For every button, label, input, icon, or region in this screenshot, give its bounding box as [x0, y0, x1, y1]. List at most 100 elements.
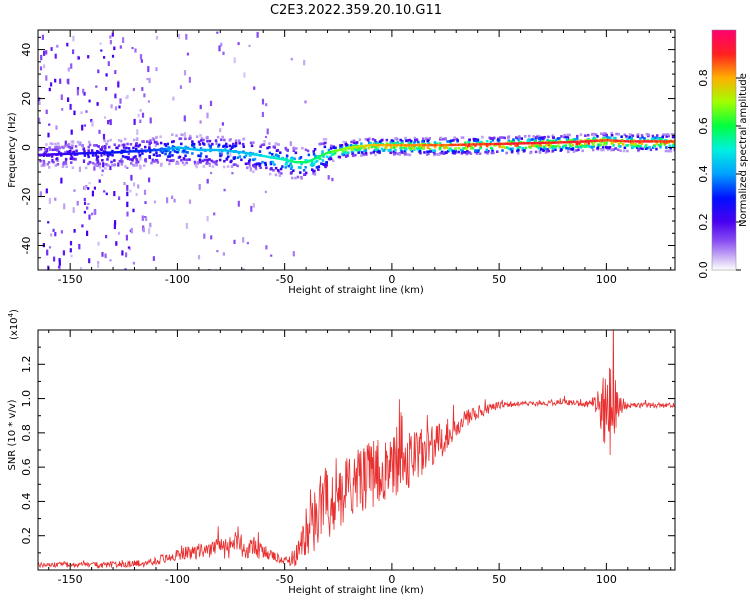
- spectrogram-cell: [279, 157, 282, 161]
- spectrogram-cell: [354, 143, 358, 146]
- spectrogram-cell: [248, 153, 252, 157]
- spectrogram-cell: [53, 256, 56, 262]
- spectrogram-cell: [106, 155, 110, 158]
- spectrogram-cell: [212, 160, 215, 164]
- spectrogram-cell: [355, 141, 359, 144]
- x-tick-label: -150: [58, 273, 83, 286]
- spectrogram-cell: [602, 137, 606, 141]
- spectrogram-cell: [100, 49, 103, 52]
- spectrogram-cell: [47, 161, 51, 164]
- spectrogram-cell: [43, 64, 46, 69]
- spectrogram-cell: [446, 140, 449, 143]
- spectrogram-cell: [183, 163, 186, 167]
- spectrogram-cell: [203, 158, 207, 162]
- spectrogram-cell: [286, 159, 288, 162]
- spectrogram-cell: [290, 165, 293, 169]
- spectrogram-cell: [373, 143, 376, 147]
- spectrogram-cell: [561, 141, 564, 144]
- spectrogram-cell: [111, 154, 114, 157]
- spectrogram-cell: [486, 151, 489, 154]
- spectrogram-cell: [199, 104, 202, 110]
- spectrogram-cell: [334, 146, 337, 150]
- spectrogram-cell: [193, 146, 196, 150]
- spectrogram-cell: [114, 220, 117, 226]
- spectrogram-cell: [88, 182, 91, 185]
- spectrogram-cell: [394, 145, 398, 148]
- spectrogram-cell: [203, 143, 206, 146]
- spectrogram-cell: [229, 138, 232, 141]
- colorbar-frame: [711, 29, 737, 271]
- spectrogram-cell: [626, 137, 629, 141]
- spectrogram-cell: [269, 162, 273, 166]
- spectrogram-cell: [48, 166, 51, 169]
- spectrogram-cell: [281, 158, 283, 161]
- spectrogram-cell: [637, 144, 640, 148]
- spectrogram-cell: [220, 152, 223, 157]
- spectrogram-cell: [359, 145, 362, 148]
- x-tick-label: 0: [388, 273, 395, 286]
- spectrogram-cell: [161, 151, 164, 154]
- spectrogram-cell: [63, 152, 66, 156]
- spectrogram-cell: [253, 157, 257, 161]
- spectrogram-cell: [219, 128, 222, 133]
- spectrogram-cell: [48, 246, 52, 249]
- spectrogram-cell: [342, 150, 345, 154]
- spectrogram-cell: [376, 141, 379, 144]
- spectrogram-cell: [658, 137, 661, 141]
- spectrogram-cell: [254, 153, 256, 156]
- spectrogram-cell: [93, 166, 96, 171]
- spectrogram-cell: [541, 137, 544, 140]
- spectrogram-cell: [220, 148, 223, 152]
- spectrogram-cell: [326, 155, 329, 158]
- spectrogram-cell: [491, 142, 493, 146]
- spectrogram-cell: [134, 155, 137, 158]
- spectrogram-cell: [40, 54, 43, 61]
- spectrogram-cell: [517, 152, 520, 155]
- spectrogram-cell: [64, 160, 68, 164]
- spectrogram-cell: [304, 100, 307, 104]
- spectrogram-cell: [182, 157, 186, 160]
- spectrogram-cell: [166, 158, 169, 162]
- spectrogram-cell: [653, 144, 656, 148]
- spectrogram-cell: [193, 160, 197, 164]
- spectrogram-cell: [198, 148, 201, 152]
- spectrogram-cell: [489, 140, 492, 144]
- spectrogram-cell: [443, 143, 445, 147]
- spectrogram-cell: [532, 141, 534, 145]
- spectrogram-cell: [159, 148, 161, 151]
- spectrogram-cell: [186, 151, 189, 154]
- spectrogram-cell: [67, 67, 70, 72]
- spectrogram-cell: [219, 148, 221, 152]
- spectrogram-cell: [640, 140, 642, 143]
- spectrogram-cell: [93, 163, 97, 166]
- spectrogram-cell: [319, 154, 322, 158]
- spectrogram-cell: [662, 140, 664, 143]
- spectrogram-cell: [148, 147, 151, 151]
- spectrogram-cell: [483, 143, 485, 146]
- spectrogram-cell: [171, 148, 175, 152]
- spectrogram-cell: [67, 142, 71, 146]
- spectrogram-cell: [104, 253, 107, 259]
- spectrogram-cell: [529, 142, 532, 145]
- spectrogram-cell: [660, 137, 663, 141]
- spectrogram-cell: [247, 160, 251, 163]
- spectrogram-cell: [87, 162, 90, 166]
- spectrogram-cell: [52, 160, 55, 164]
- spectrogram-cell: [103, 152, 106, 156]
- spectrogram-cell: [132, 87, 135, 92]
- spectrogram-cell: [210, 171, 213, 175]
- spectrogram-cell: [123, 143, 126, 147]
- spectrogram-cell: [91, 212, 94, 216]
- spectrogram-cell: [317, 156, 321, 160]
- spectrogram-cell: [489, 137, 492, 140]
- spectrogram-cell: [398, 143, 400, 147]
- spectrogram-cell: [377, 145, 380, 148]
- spectrogram-cell: [269, 167, 272, 171]
- spectrogram-cell: [101, 159, 104, 162]
- spectrogram-cell: [144, 216, 147, 219]
- spectrogram-cell: [56, 148, 60, 152]
- spectrogram-cell: [435, 142, 439, 145]
- spectrogram-cell: [342, 140, 345, 144]
- spectrogram-cell: [182, 149, 185, 153]
- spectrogram-cell: [462, 146, 465, 150]
